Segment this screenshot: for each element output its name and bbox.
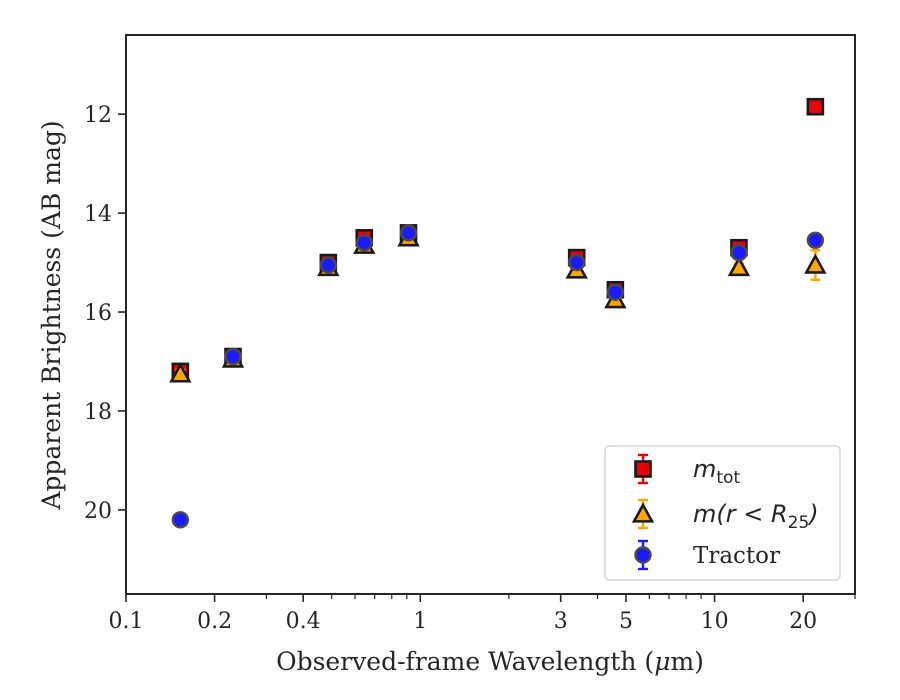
legend: mtot m(r < R25) Tractor [604, 445, 841, 581]
plot-frame [125, 34, 856, 595]
triangle-marker [631, 502, 655, 523]
x-tick-label: 20 [789, 609, 817, 634]
series-mr25 [169, 226, 827, 383]
x-tick-label: 10 [701, 609, 729, 634]
x-tick-label: 0.4 [286, 609, 321, 634]
circle-marker [568, 253, 586, 272]
y-tick-label: 18 [84, 400, 112, 425]
x-tick-label: 3 [554, 609, 568, 634]
legend-label-mr25: m(r < R25) [693, 500, 819, 533]
axes [125, 34, 856, 595]
tick-marks: 0.1 0.2 0.4 1 3 5 10 20 12 14 16 18 20 [84, 103, 856, 634]
circle-marker [355, 234, 373, 252]
square-marker [806, 97, 825, 116]
circle-marker [171, 511, 190, 529]
y-axis-label: Apparent Brightness (AB mag) [37, 120, 66, 510]
y-tick-label: 16 [84, 301, 112, 326]
legend-label-tractor: Tractor [693, 543, 780, 569]
circle-marker [606, 283, 625, 301]
x-tick-label: 0.1 [109, 609, 144, 634]
circle-marker [730, 243, 748, 262]
circle-marker [634, 546, 652, 564]
legend-box [604, 445, 841, 581]
triangle-marker [169, 362, 192, 383]
circle-marker [224, 347, 242, 366]
x-axis-label: Observed-frame Wavelength (μm) [276, 647, 704, 676]
y-tick-label: 14 [84, 202, 112, 227]
legend-label-mtot: mtot [693, 455, 740, 488]
circle-marker [399, 224, 418, 242]
y-tick-label: 20 [84, 499, 112, 524]
series-mtot [171, 97, 825, 381]
circle-marker [806, 231, 825, 249]
data-marks [169, 97, 827, 529]
triangle-marker [804, 253, 827, 274]
y-tick-label: 12 [84, 103, 112, 128]
x-tick-label: 5 [619, 609, 633, 634]
circle-marker [319, 256, 338, 274]
x-tick-label: 0.2 [197, 609, 232, 634]
x-tick-label: 1 [413, 609, 427, 634]
series-tractor [171, 224, 825, 529]
triangle-marker [727, 255, 751, 277]
square-marker [634, 460, 652, 478]
